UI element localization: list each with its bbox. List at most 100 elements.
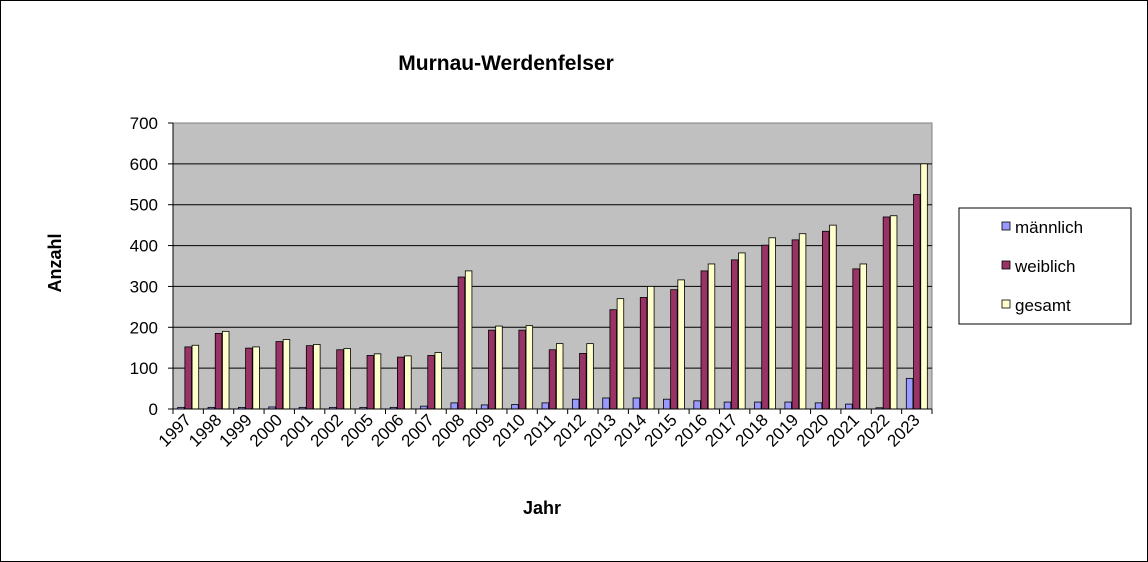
axes [168, 122, 933, 414]
x-tick-label: 2017 [701, 410, 741, 450]
y-tick-label: 300 [130, 277, 158, 296]
legend-swatch-männlich [1001, 221, 1011, 231]
bar-weiblich-2001 [305, 345, 314, 410]
bar-weiblich-2019 [791, 239, 800, 410]
bar-weiblich-2007 [427, 355, 435, 410]
bar-gesamt-2002 [343, 348, 351, 410]
bar-gesamt-2014 [647, 286, 655, 410]
bar-weiblich-2008 [457, 276, 466, 410]
bar-gesamt-2009 [495, 325, 503, 410]
bar-gesamt-2001 [313, 344, 321, 410]
bars [177, 163, 928, 410]
bar-weiblich-1999 [245, 347, 253, 410]
bar-weiblich-1998 [214, 333, 223, 410]
x-axis-title: Jahr [523, 498, 561, 518]
y-tick-labels: 0 100 200 300 400 500 600 700 [130, 114, 158, 419]
bar-gesamt-2023 [920, 163, 928, 410]
bar-gesamt-2011 [556, 343, 564, 410]
bar-männlich-2019 [784, 401, 792, 410]
x-tick-label: 2005 [337, 410, 377, 450]
bar-männlich-2020 [814, 402, 823, 410]
bar-gesamt-2021 [859, 263, 867, 410]
x-tick-label: 2022 [853, 410, 893, 450]
bar-gesamt-2020 [829, 224, 837, 410]
x-tick-labels: 1997199819992000200120022005200620072008… [155, 410, 924, 450]
bar-gesamt-2006 [404, 355, 412, 410]
bar-männlich-2014 [632, 397, 641, 410]
bar-gesamt-2019 [798, 233, 807, 410]
x-tick-label: 2006 [367, 410, 407, 450]
bar-männlich-2016 [693, 400, 701, 410]
legend-label-gesamt: gesamt [1015, 296, 1071, 315]
bar-weiblich-2021 [852, 268, 860, 410]
bar-gesamt-2013 [616, 298, 625, 410]
bar-gesamt-2010 [525, 325, 534, 410]
bar-männlich-2023 [905, 377, 914, 410]
bar-gesamt-2017 [738, 252, 746, 410]
legend-box [958, 207, 1132, 325]
bar-männlich-2018 [754, 401, 762, 410]
x-tick-label: 2002 [307, 410, 347, 450]
bar-gesamt-2007 [434, 352, 442, 410]
bar-weiblich-2022 [882, 216, 891, 410]
bar-weiblich-2009 [488, 329, 496, 410]
x-tick-label: 1997 [155, 410, 195, 450]
bar-männlich-2013 [602, 397, 610, 410]
x-tick-label: 2010 [489, 410, 529, 450]
legend-label-weiblich: weiblich [1014, 257, 1075, 276]
bar-weiblich-2016 [700, 270, 708, 410]
bar-weiblich-2011 [548, 349, 557, 410]
bar-weiblich-2006 [396, 356, 405, 410]
bar-gesamt-2000 [282, 339, 291, 410]
y-tick-label: 500 [130, 196, 158, 215]
bar-weiblich-2020 [822, 230, 830, 410]
x-tick-label: 2016 [671, 410, 711, 450]
y-tick-label: 100 [130, 359, 158, 378]
legend-label-männlich: männlich [1015, 218, 1083, 237]
chart-title: Murnau-Werdenfelser [398, 52, 614, 75]
legend: männlich weiblich gesamt [958, 207, 1132, 325]
x-tick-label: 2008 [428, 410, 468, 450]
bar-gesamt-2018 [768, 237, 776, 410]
bar-gesamt-1998 [222, 330, 230, 410]
bar-weiblich-2018 [761, 244, 769, 410]
y-axis-title: Anzahl [45, 233, 65, 292]
x-tick-label: 2019 [762, 410, 802, 450]
bar-gesamt-2015 [677, 279, 685, 410]
x-tick-label: 2007 [398, 410, 438, 450]
bar-männlich-2011 [541, 402, 549, 410]
bar-gesamt-1997 [191, 344, 200, 410]
bar-gesamt-2022 [889, 215, 898, 410]
y-tick-label: 200 [130, 318, 158, 337]
x-tick-label: 2009 [458, 410, 498, 450]
x-tick-label: 2021 [823, 410, 863, 450]
bar-weiblich-2013 [609, 309, 617, 410]
bar-gesamt-2012 [586, 343, 594, 410]
legend-swatch-weiblich [1001, 260, 1011, 270]
x-tick-label: 2011 [520, 410, 559, 449]
bar-weiblich-1997 [184, 346, 192, 410]
x-tick-label: 2020 [792, 410, 832, 450]
x-tick-label: 2023 [883, 410, 923, 450]
x-tick-label: 2013 [580, 410, 620, 450]
bar-männlich-2012 [571, 398, 580, 410]
y-tick-label: 400 [130, 237, 158, 256]
bar-gesamt-2008 [464, 270, 473, 410]
legend-swatch-gesamt [1001, 299, 1011, 309]
bar-weiblich-2000 [275, 341, 283, 410]
bar-weiblich-2014 [639, 297, 648, 410]
bar-männlich-2009 [480, 404, 489, 410]
x-tick-label: 2001 [276, 410, 316, 450]
bar-weiblich-2012 [579, 353, 587, 410]
x-tick-label: 1999 [216, 410, 256, 450]
bar-männlich-2010 [511, 404, 519, 410]
x-tick-label: 1998 [185, 410, 225, 450]
bar-weiblich-2023 [913, 194, 921, 410]
x-tick-label: 2018 [732, 410, 772, 450]
y-tick-label: 700 [130, 114, 158, 133]
y-tick-label: 0 [149, 400, 158, 419]
bar-männlich-2008 [450, 402, 458, 410]
x-tick-label: 2000 [246, 410, 286, 450]
